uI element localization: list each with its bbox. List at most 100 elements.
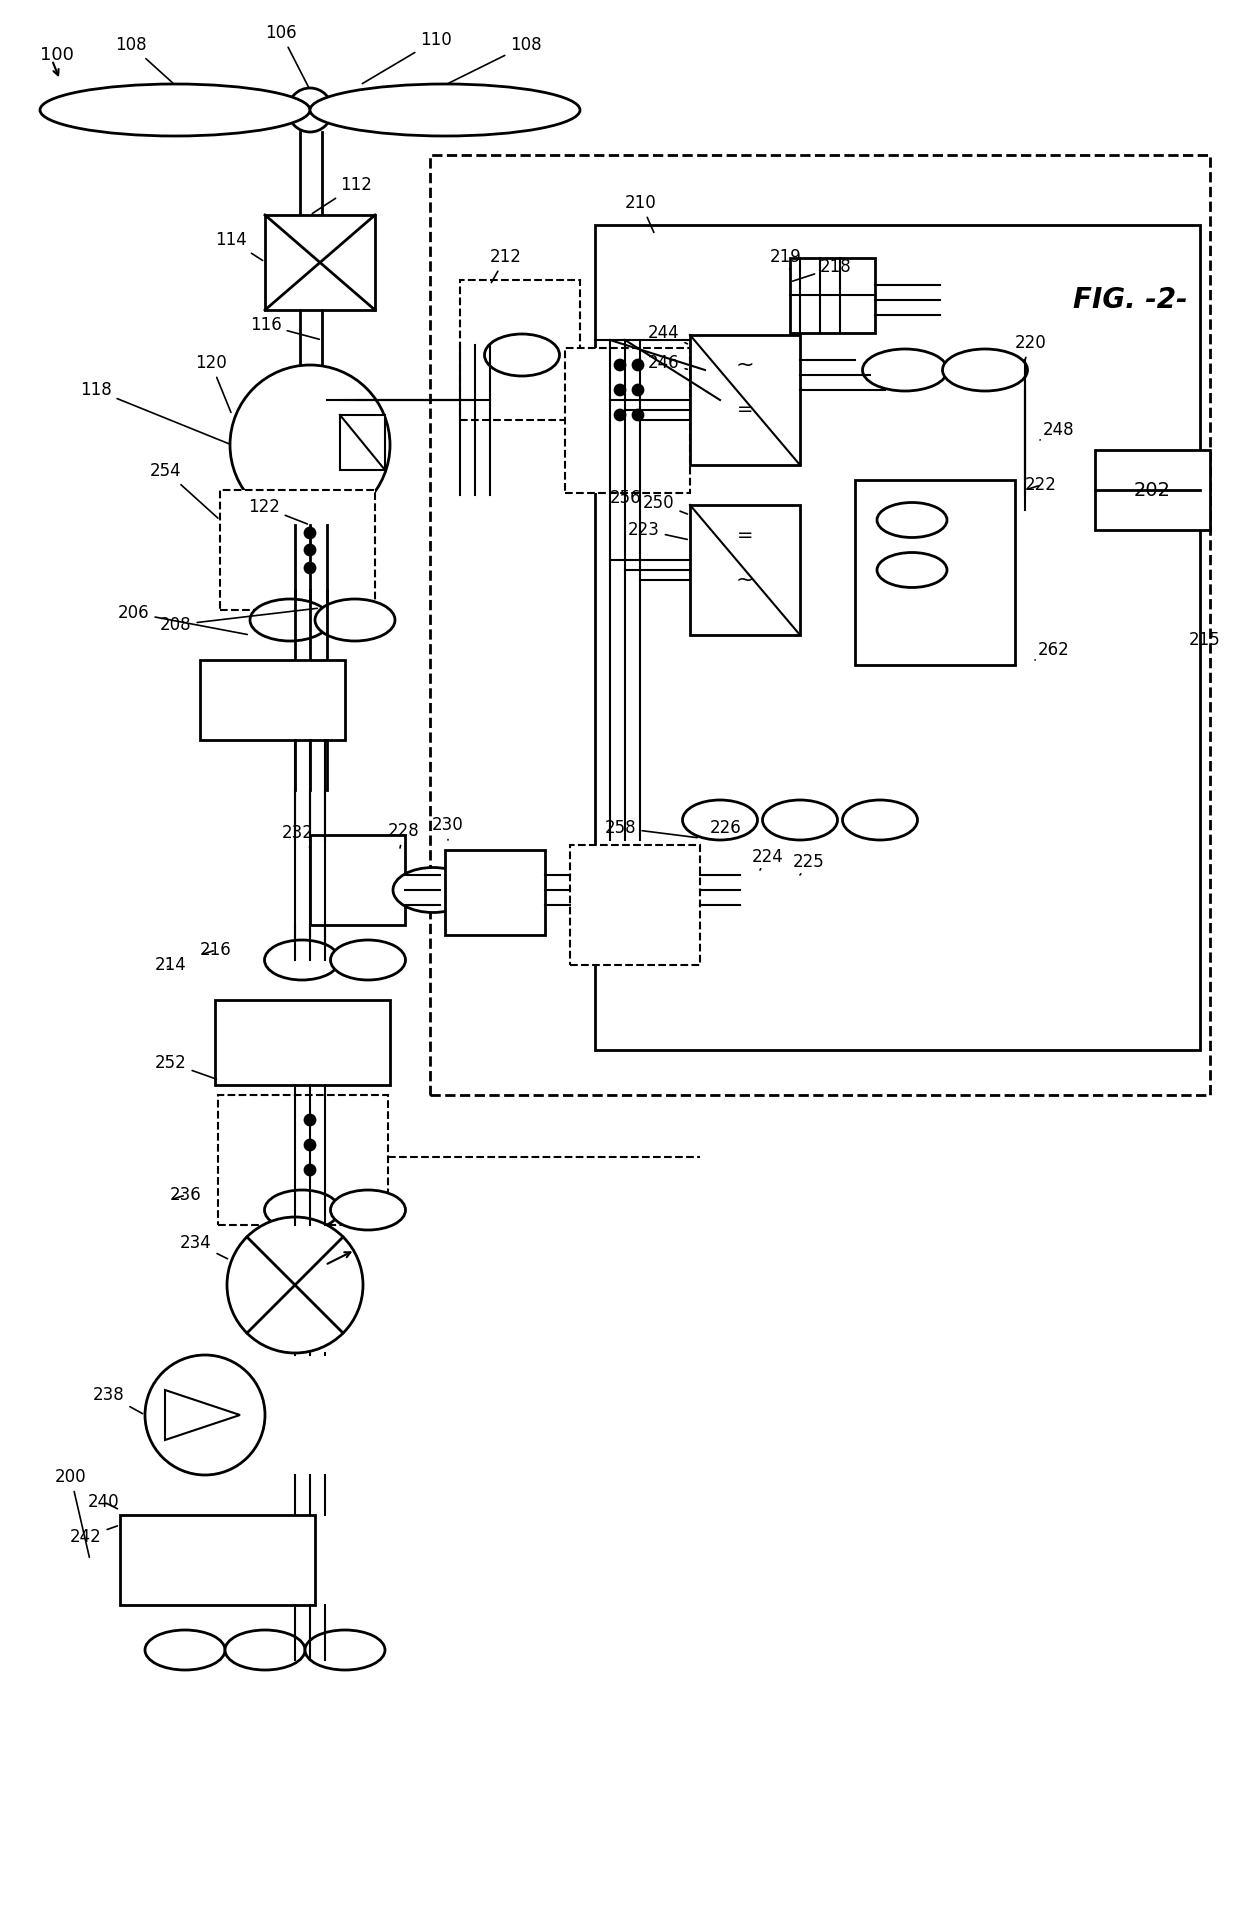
Bar (689, 504, 800, 634)
Text: ~: ~ (735, 569, 754, 590)
Text: 232: 232 (281, 823, 314, 848)
Bar (340, 414, 384, 470)
Bar (200, 661, 345, 739)
Bar (570, 844, 701, 965)
Text: 114: 114 (215, 231, 263, 260)
Ellipse shape (250, 600, 330, 642)
Polygon shape (165, 1390, 241, 1440)
Text: 225: 225 (794, 854, 825, 875)
Ellipse shape (863, 350, 947, 392)
Circle shape (305, 1140, 315, 1150)
Text: 238: 238 (93, 1387, 143, 1413)
Text: 244: 244 (649, 325, 687, 344)
Text: 254: 254 (150, 462, 218, 518)
Circle shape (305, 527, 315, 539)
Ellipse shape (877, 502, 947, 537)
Text: 240: 240 (88, 1494, 119, 1511)
Text: 212: 212 (490, 248, 522, 283)
Text: 200: 200 (55, 1469, 89, 1557)
Text: 252: 252 (155, 1054, 217, 1079)
Ellipse shape (264, 940, 340, 980)
Text: 106: 106 (265, 25, 309, 88)
Text: 256: 256 (610, 489, 641, 506)
Ellipse shape (315, 600, 396, 642)
Text: =: = (737, 525, 753, 544)
Text: 220: 220 (1016, 334, 1047, 359)
Circle shape (227, 1217, 363, 1352)
Text: 228: 228 (388, 821, 420, 848)
Text: 250: 250 (644, 495, 687, 514)
Ellipse shape (310, 84, 580, 136)
Ellipse shape (763, 800, 837, 840)
Text: 210: 210 (625, 195, 657, 233)
Text: 242: 242 (69, 1526, 118, 1545)
Ellipse shape (682, 800, 758, 840)
Text: FIG. -2-: FIG. -2- (1073, 286, 1187, 313)
Text: 110: 110 (362, 31, 451, 84)
Circle shape (615, 411, 625, 420)
Bar (1095, 451, 1210, 529)
Text: 224: 224 (751, 848, 784, 869)
Circle shape (305, 1115, 315, 1125)
Bar (689, 334, 800, 464)
Ellipse shape (40, 84, 310, 136)
Circle shape (305, 1165, 315, 1175)
Ellipse shape (264, 1190, 340, 1230)
Bar (856, 479, 1016, 665)
Text: 218: 218 (792, 258, 852, 281)
Circle shape (632, 359, 644, 371)
Circle shape (288, 88, 332, 132)
Text: 120: 120 (195, 353, 231, 413)
Text: 206: 206 (118, 604, 247, 634)
Circle shape (305, 563, 315, 573)
Text: 122: 122 (248, 499, 308, 523)
Circle shape (615, 386, 625, 395)
Text: 236: 236 (170, 1186, 202, 1203)
Ellipse shape (942, 350, 1028, 392)
Text: 248: 248 (1040, 420, 1075, 439)
Text: 222: 222 (1025, 476, 1056, 495)
Circle shape (305, 544, 315, 556)
Ellipse shape (331, 940, 405, 980)
Text: 208: 208 (160, 607, 317, 634)
Text: =: = (737, 401, 753, 420)
Bar (219, 491, 374, 609)
Bar (310, 835, 405, 924)
Text: 230: 230 (432, 816, 464, 840)
Bar (120, 1515, 315, 1604)
Text: 112: 112 (312, 176, 372, 214)
Bar (218, 1094, 388, 1224)
Text: 108: 108 (448, 36, 542, 84)
Text: 216: 216 (200, 942, 232, 959)
Text: 215: 215 (1188, 630, 1220, 649)
Text: 202: 202 (1133, 481, 1171, 500)
Circle shape (145, 1354, 265, 1475)
Ellipse shape (578, 867, 658, 913)
Circle shape (632, 411, 644, 420)
Ellipse shape (224, 1629, 305, 1669)
Text: 219: 219 (770, 248, 802, 269)
Ellipse shape (393, 867, 472, 913)
Text: 118: 118 (81, 380, 229, 443)
Text: 116: 116 (250, 315, 320, 340)
Circle shape (615, 359, 625, 371)
Text: 226: 226 (711, 819, 742, 840)
Circle shape (632, 386, 644, 395)
Bar (460, 281, 580, 420)
Bar (445, 850, 546, 936)
Text: 262: 262 (1035, 642, 1070, 661)
Ellipse shape (877, 552, 947, 588)
Bar (265, 216, 374, 309)
Text: 100: 100 (40, 46, 74, 65)
Text: 246: 246 (649, 353, 687, 372)
Text: ~: ~ (735, 355, 754, 374)
Ellipse shape (331, 1190, 405, 1230)
Ellipse shape (485, 334, 559, 376)
Bar (430, 155, 1210, 1094)
Bar (215, 1001, 391, 1085)
Text: 108: 108 (115, 36, 172, 84)
Ellipse shape (842, 800, 918, 840)
Text: 258: 258 (605, 819, 697, 838)
Text: 234: 234 (180, 1234, 227, 1259)
Bar (790, 258, 875, 332)
